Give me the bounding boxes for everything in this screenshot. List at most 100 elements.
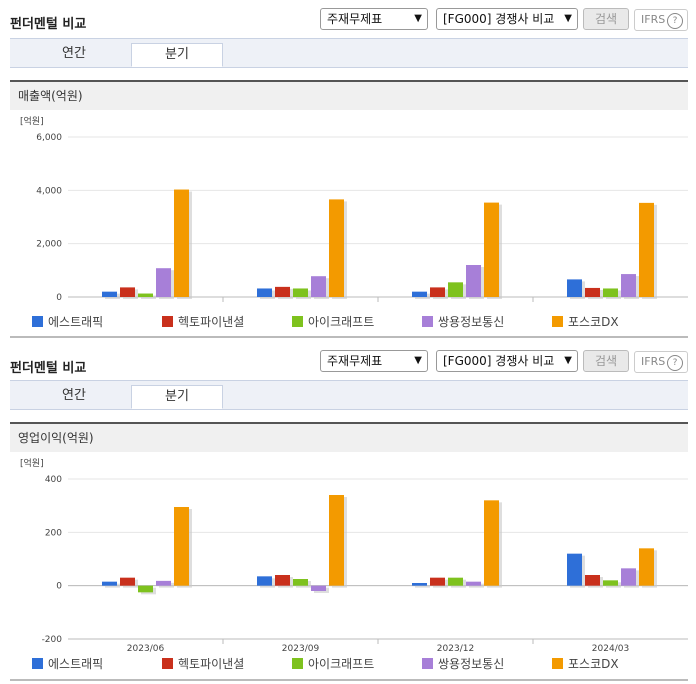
bar[interactable]	[484, 202, 499, 297]
chart-legend: 에스트래픽 헥토파이낸셜 아이크래프트 쌍용정보통신 포스코DX	[32, 655, 652, 671]
bar[interactable]	[585, 575, 600, 586]
legend-item[interactable]: 헥토파이낸셜	[162, 655, 244, 672]
x-tick-label: 2023/12	[437, 644, 474, 652]
bar[interactable]	[120, 577, 135, 586]
tab-quarterly[interactable]: 분기	[131, 43, 223, 67]
bar[interactable]	[603, 580, 618, 586]
x-tick-label: 2024/03	[592, 644, 629, 652]
search-button[interactable]: 검색	[583, 350, 629, 372]
period-tabs: 연간 분기	[10, 380, 688, 410]
tab-annual[interactable]: 연간	[62, 388, 86, 403]
competitor-select[interactable]: [FG000] 경쟁사 비교 ▼	[436, 350, 578, 372]
ifrs-help-button[interactable]: IFRS ?	[634, 351, 688, 373]
bar[interactable]	[567, 279, 582, 297]
bar[interactable]	[156, 580, 171, 586]
bar[interactable]	[138, 293, 153, 297]
chevron-down-icon: ▼	[414, 13, 422, 24]
x-tick-label: 2023/09	[282, 644, 320, 652]
bar[interactable]	[329, 495, 344, 586]
bar[interactable]	[311, 585, 326, 591]
y-tick-label: 4,000	[36, 186, 62, 196]
bar[interactable]	[275, 575, 290, 586]
tab-quarterly[interactable]: 분기	[131, 385, 223, 409]
panel-title: 펀더멘털 비교	[10, 17, 87, 32]
competitor-select[interactable]: [FG000] 경쟁사 비교 ▼	[436, 8, 578, 30]
legend-label: 아이크래프트	[308, 315, 375, 329]
bar[interactable]	[484, 500, 499, 586]
panel-title: 펀더멘털 비교	[10, 361, 87, 376]
bar[interactable]	[293, 288, 308, 297]
bar[interactable]	[156, 268, 171, 297]
bar[interactable]	[293, 579, 308, 586]
y-tick-label: -200	[42, 635, 63, 645]
divider	[10, 679, 688, 681]
bar[interactable]	[311, 276, 326, 297]
legend-item[interactable]: 에스트래픽	[32, 655, 103, 672]
ifrs-label: IFRS	[641, 355, 666, 368]
sales-bar-chart: [억원]02,0004,0006,0002023/062023/092023/1…	[20, 115, 688, 302]
bar[interactable]	[120, 287, 135, 297]
legend-item[interactable]: 헥토파이낸셜	[162, 313, 244, 330]
statement-select[interactable]: 주재무제표 ▼	[320, 350, 428, 372]
legend-swatch	[552, 316, 563, 327]
legend-swatch	[32, 316, 43, 327]
bar[interactable]	[621, 274, 636, 297]
bar[interactable]	[639, 548, 654, 586]
legend-label: 아이크래프트	[308, 657, 375, 671]
bar[interactable]	[412, 291, 427, 297]
search-button[interactable]: 검색	[583, 8, 629, 30]
legend-item[interactable]: 에스트래픽	[32, 313, 103, 330]
bar[interactable]	[430, 287, 445, 297]
y-tick-label: 6,000	[36, 133, 62, 143]
legend-item[interactable]: 쌍용정보통신	[422, 313, 504, 330]
bar[interactable]	[567, 553, 582, 586]
bar[interactable]	[430, 577, 445, 586]
chevron-down-icon: ▼	[564, 355, 572, 366]
bar[interactable]	[329, 199, 344, 297]
legend-label: 포스코DX	[568, 315, 619, 329]
bar[interactable]	[448, 282, 463, 297]
statement-select[interactable]: 주재무제표 ▼	[320, 8, 428, 30]
bar[interactable]	[257, 288, 272, 297]
bar[interactable]	[466, 265, 481, 297]
bar[interactable]	[102, 581, 117, 586]
bar[interactable]	[466, 581, 481, 586]
y-unit-label: [억원]	[20, 457, 44, 469]
legend-item[interactable]: 쌍용정보통신	[422, 655, 504, 672]
period-tabs: 연간 분기	[10, 38, 688, 68]
legend-swatch	[422, 316, 433, 327]
operating-profit-bar-chart: [억원] -200 0 200 400 2023/06 2023/09 2023/12 2024…	[20, 457, 688, 652]
y-tick-label: 200	[45, 528, 62, 538]
bar[interactable]	[603, 288, 618, 297]
tab-annual[interactable]: 연간	[62, 46, 86, 61]
bar[interactable]	[639, 202, 654, 297]
divider	[10, 336, 688, 338]
statement-select-value: 주재무제표	[327, 354, 383, 368]
legend-item[interactable]: 아이크래프트	[292, 313, 374, 330]
legend-item[interactable]: 포스코DX	[552, 655, 619, 672]
bar[interactable]	[585, 287, 600, 297]
ifrs-help-button[interactable]: IFRS ?	[634, 9, 688, 31]
bar[interactable]	[412, 583, 427, 586]
chevron-down-icon: ▼	[414, 355, 422, 366]
bar[interactable]	[621, 568, 636, 586]
y-unit-label: [억원]	[20, 115, 44, 127]
bar[interactable]	[448, 577, 463, 586]
bar[interactable]	[257, 576, 272, 586]
panel-sales: 펀더멘털 비교 주재무제표 ▼ [FG000] 경쟁사 비교 ▼ 검색 IFRS…	[10, 8, 688, 338]
section-title: 영업이익(억원)	[10, 422, 688, 452]
bar[interactable]	[138, 585, 153, 593]
legend-label: 포스코DX	[568, 657, 619, 671]
bar[interactable]	[174, 189, 189, 297]
statement-select-value: 주재무제표	[327, 12, 383, 26]
question-circle-icon: ?	[667, 13, 683, 29]
question-circle-icon: ?	[667, 355, 683, 371]
bar[interactable]	[275, 286, 290, 297]
legend-item[interactable]: 포스코DX	[552, 313, 619, 330]
bar[interactable]	[102, 291, 117, 297]
y-tick-label: 400	[45, 475, 62, 485]
legend-item[interactable]: 아이크래프트	[292, 655, 374, 672]
legend-label: 에스트래픽	[48, 315, 104, 329]
legend-swatch	[552, 658, 563, 669]
bar[interactable]	[174, 507, 189, 586]
